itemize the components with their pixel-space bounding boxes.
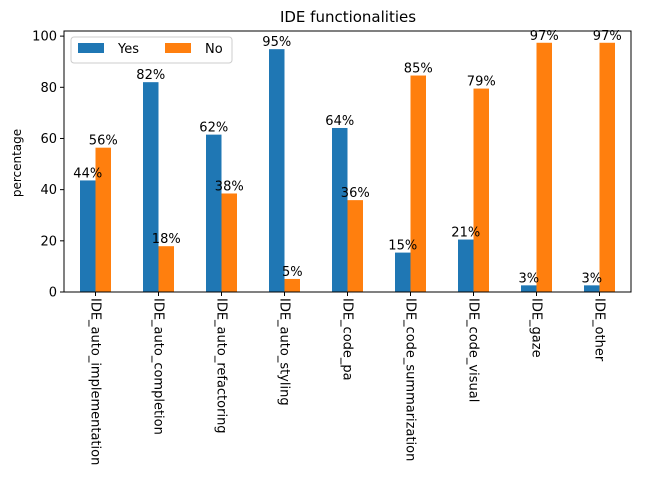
- x-tick-label: IDE_code_summarization: [403, 298, 418, 461]
- bar-no-IDE_code_pa: [347, 200, 363, 292]
- x-tick-label: IDE_gaze: [529, 298, 544, 358]
- bar-value-label: 5%: [282, 265, 303, 280]
- bar-value-label: 95%: [262, 35, 291, 50]
- bar-value-label: 44%: [73, 166, 102, 181]
- y-axis-label: percentage: [10, 129, 24, 197]
- x-tick-label: IDE_auto_implementation: [88, 298, 103, 465]
- bar-value-label: 97%: [593, 29, 622, 44]
- bar-yes-IDE_auto_implementation: [80, 180, 96, 292]
- legend-box: [70, 36, 233, 64]
- bar-value-label: 38%: [215, 179, 244, 194]
- bar-value-label: 15%: [388, 239, 417, 254]
- x-tick-label: IDE_code_visual: [466, 298, 481, 402]
- plot-frame: [63, 30, 632, 293]
- bar-no-IDE_auto_completion: [158, 246, 174, 292]
- x-tick-label: IDE_auto_completion: [151, 298, 166, 435]
- bar-value-label: 97%: [530, 29, 559, 44]
- legend-label-no: No: [205, 42, 223, 57]
- x-tick-label: IDE_code_pa: [340, 298, 355, 381]
- bar-value-label: 64%: [325, 114, 354, 129]
- legend-swatch-no: [165, 43, 191, 53]
- bar-yes-IDE_code_visual: [458, 239, 474, 292]
- bar-no-IDE_gaze: [536, 42, 552, 293]
- y-tick-label: 100: [32, 30, 57, 45]
- bar-value-label: 82%: [136, 68, 165, 83]
- y-tick-label: 40: [40, 183, 57, 198]
- bar-value-label: 56%: [89, 134, 118, 149]
- bar-value-label: 18%: [152, 232, 181, 247]
- y-tick-label: 80: [40, 81, 57, 96]
- bar-no-IDE_auto_implementation: [95, 147, 111, 292]
- legend-label-yes: Yes: [117, 42, 139, 57]
- bar-yes-IDE_auto_refactoring: [206, 134, 222, 292]
- bar-no-IDE_code_visual: [473, 88, 489, 292]
- legend-swatch-yes: [78, 43, 104, 53]
- chart-title: IDE functionalities: [280, 8, 416, 26]
- legend: Yes No: [70, 36, 233, 64]
- bar-value-label: 3%: [518, 271, 539, 286]
- bar-yes-IDE_auto_completion: [143, 82, 159, 292]
- y-tick-label: 60: [40, 132, 57, 147]
- bar-no-IDE_other: [599, 42, 615, 293]
- bar-yes-IDE_code_pa: [332, 127, 348, 293]
- bar-yes-IDE_code_summarization: [395, 252, 411, 292]
- bar-yes-IDE_other: [584, 285, 600, 292]
- bar-no-IDE_auto_styling: [284, 278, 300, 292]
- bar-value-label: 21%: [451, 226, 480, 241]
- bar-yes-IDE_auto_styling: [269, 49, 285, 292]
- bar-no-IDE_code_summarization: [410, 75, 426, 292]
- bar-value-label: 36%: [341, 186, 370, 201]
- x-tick-label: IDE_auto_refactoring: [214, 298, 229, 434]
- bar-value-label: 79%: [467, 75, 496, 90]
- y-tick-label: 0: [49, 286, 57, 301]
- bar-yes-IDE_gaze: [521, 285, 537, 292]
- bar-no-IDE_auto_refactoring: [221, 193, 237, 292]
- x-tick-label: IDE_other: [592, 298, 607, 362]
- bar-value-label: 85%: [404, 62, 433, 77]
- bar-value-label: 3%: [581, 271, 602, 286]
- x-tick-label: IDE_auto_styling: [277, 298, 292, 406]
- y-tick-label: 20: [40, 234, 57, 249]
- bar-value-label: 62%: [199, 121, 228, 136]
